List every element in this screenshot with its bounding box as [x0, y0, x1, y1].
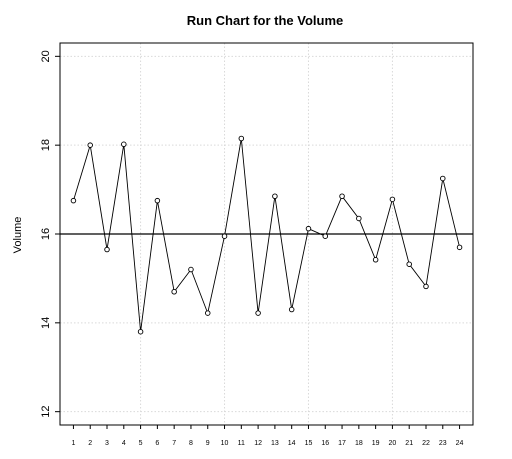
data-point: [171, 288, 177, 295]
x-tick-label: 12: [254, 440, 262, 447]
x-tick-label: 4: [122, 440, 126, 447]
data-point: [272, 193, 278, 199]
data-point: [305, 225, 312, 232]
grid-lines: [60, 43, 473, 425]
x-tick-label: 3: [105, 440, 109, 447]
data-point: [440, 175, 446, 182]
x-tick-label: 23: [439, 440, 447, 447]
x-tick-label: 17: [338, 440, 346, 447]
data-point: [221, 233, 228, 239]
x-axis-ticks: 1 2 3 4 5 6 7 8 9 10 11 12 13 14 15 16 17 18 19 20 21 22 23 24: [71, 425, 464, 447]
chart-title: Run Chart for the Volume: [187, 13, 343, 28]
x-tick-label: 2: [88, 440, 92, 447]
x-tick-label: 5: [139, 440, 143, 447]
x-tick-label: 21: [405, 440, 413, 447]
y-tick-label: 14: [40, 317, 52, 329]
y-axis-ticks: 12 14 16 18 20: [40, 50, 60, 418]
data-points: [70, 135, 463, 335]
x-tick-label: 1: [71, 440, 75, 447]
data-point: [322, 233, 329, 239]
data-point: [104, 246, 110, 253]
y-tick-label: 12: [40, 406, 52, 418]
data-point: [288, 306, 295, 313]
x-tick-label: 24: [456, 440, 464, 447]
x-tick-label: 19: [372, 440, 380, 447]
x-tick-label: 8: [189, 440, 193, 447]
x-tick-label: 22: [422, 440, 430, 447]
data-point: [406, 261, 412, 267]
data-point: [154, 197, 161, 204]
data-point: [356, 215, 362, 222]
x-tick-label: 14: [288, 440, 296, 447]
x-tick-label: 18: [355, 440, 363, 447]
data-point: [137, 328, 144, 335]
data-point: [87, 142, 93, 148]
data-point: [389, 196, 396, 203]
data-point: [121, 141, 127, 148]
y-tick-label: 18: [40, 139, 52, 151]
y-axis-label: Volume: [12, 217, 24, 254]
data-point: [255, 310, 261, 316]
x-tick-label: 11: [238, 440, 245, 447]
x-tick-label: 20: [389, 440, 397, 447]
data-point: [372, 257, 379, 263]
y-tick-label: 20: [40, 50, 52, 62]
x-tick-label: 10: [221, 440, 229, 447]
data-point: [456, 244, 463, 251]
x-tick-label: 15: [305, 440, 313, 447]
x-tick-label: 7: [172, 440, 176, 447]
data-point: [70, 197, 77, 204]
x-tick-label: 13: [271, 440, 279, 447]
x-tick-label: 16: [321, 440, 329, 447]
data-point: [339, 193, 345, 199]
x-tick-label: 6: [155, 440, 159, 447]
y-tick-label: 16: [40, 228, 52, 240]
series-line: [72, 138, 461, 332]
data-point: [188, 266, 194, 273]
data-point: [238, 135, 245, 142]
data-point: [423, 283, 429, 290]
x-tick-label: 9: [206, 440, 210, 447]
data-point: [204, 310, 211, 316]
